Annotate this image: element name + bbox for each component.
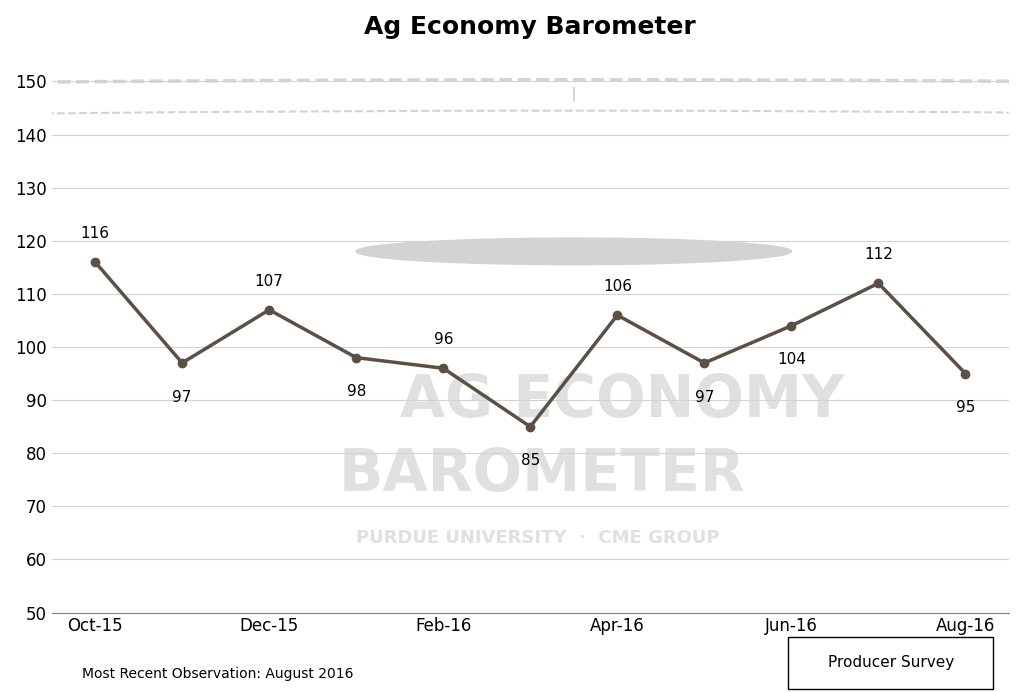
Circle shape (356, 238, 792, 264)
Text: Producer Survey: Producer Survey (827, 655, 954, 671)
Text: PURDUE UNIVERSITY  ·  CME GROUP: PURDUE UNIVERSITY · CME GROUP (356, 529, 720, 547)
Text: 106: 106 (603, 279, 632, 294)
Text: 95: 95 (955, 400, 975, 415)
Text: BAROMETER: BAROMETER (339, 446, 745, 503)
Text: 98: 98 (346, 384, 366, 399)
Title: Ag Economy Barometer: Ag Economy Barometer (365, 15, 696, 39)
Text: 116: 116 (81, 226, 110, 241)
Text: 112: 112 (864, 247, 893, 262)
Text: Most Recent Observation: August 2016: Most Recent Observation: August 2016 (82, 667, 353, 681)
Text: 97: 97 (172, 390, 191, 405)
Text: 85: 85 (520, 453, 540, 468)
Text: 97: 97 (694, 390, 714, 405)
Text: 107: 107 (255, 273, 284, 289)
Text: 104: 104 (777, 352, 806, 367)
Text: 96: 96 (433, 332, 453, 347)
Text: AG ECONOMY: AG ECONOMY (399, 372, 844, 428)
